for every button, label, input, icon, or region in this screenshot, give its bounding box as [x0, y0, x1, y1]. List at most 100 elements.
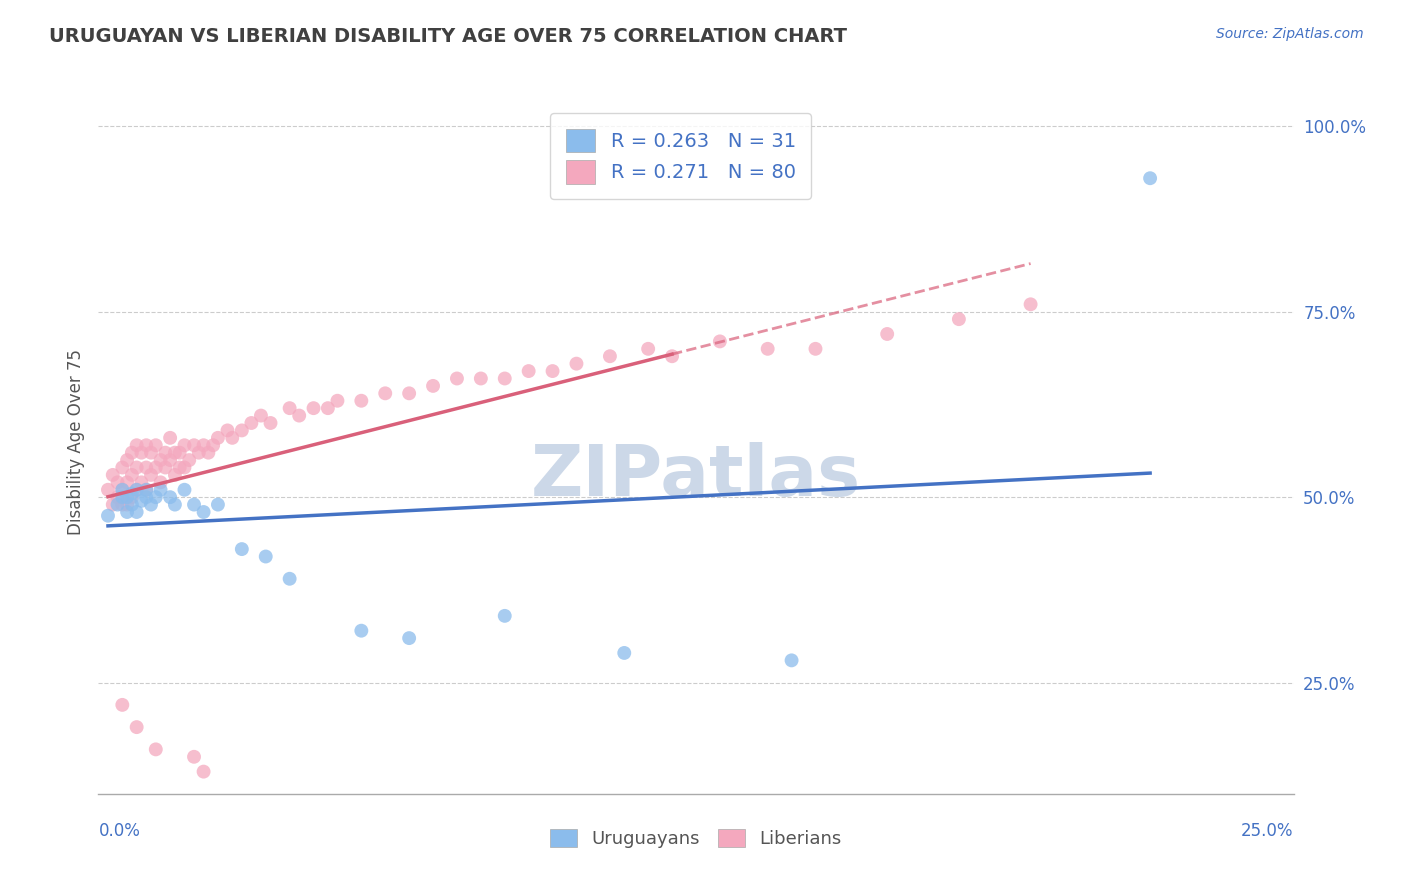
Point: [111, 490, 134, 504]
Point: [217, 424, 239, 438]
Point: [131, 445, 153, 459]
Point: [115, 505, 138, 519]
Point: [470, 371, 492, 385]
Point: [231, 542, 253, 557]
Point: [135, 483, 157, 497]
Point: [135, 483, 157, 497]
Point: [173, 438, 195, 452]
Point: [131, 475, 153, 490]
Point: [661, 349, 683, 363]
Point: [111, 460, 134, 475]
Point: [302, 401, 325, 416]
Point: [111, 483, 134, 497]
Point: [149, 453, 172, 467]
Point: [613, 646, 636, 660]
Point: [565, 357, 588, 371]
Point: [374, 386, 396, 401]
Point: [163, 467, 186, 482]
Point: [183, 498, 205, 512]
Point: [139, 498, 162, 512]
Point: [709, 334, 731, 349]
Point: [1019, 297, 1042, 311]
Point: [149, 483, 172, 497]
Point: [131, 494, 153, 508]
Point: [231, 424, 253, 438]
Point: [155, 445, 177, 459]
Point: [398, 386, 420, 401]
Point: [804, 342, 827, 356]
Point: [145, 438, 167, 452]
Point: [183, 438, 205, 452]
Point: [207, 431, 229, 445]
Point: [101, 467, 124, 482]
Point: [250, 409, 273, 423]
Point: [159, 431, 181, 445]
Point: [145, 490, 167, 504]
Point: [125, 483, 148, 497]
Y-axis label: Disability Age Over 75: Disability Age Over 75: [66, 349, 84, 534]
Point: [121, 445, 143, 459]
Text: URUGUAYAN VS LIBERIAN DISABILITY AGE OVER 75 CORRELATION CHART: URUGUAYAN VS LIBERIAN DISABILITY AGE OVE…: [49, 27, 848, 45]
Point: [107, 498, 129, 512]
Point: [121, 467, 143, 482]
Point: [111, 483, 134, 497]
Point: [97, 508, 120, 523]
Point: [155, 460, 177, 475]
Point: [125, 505, 148, 519]
Point: [254, 549, 277, 564]
Point: [240, 416, 263, 430]
Point: [115, 498, 138, 512]
Text: ZIPatlas: ZIPatlas: [531, 442, 860, 511]
Point: [139, 445, 162, 459]
Point: [494, 608, 516, 623]
Point: [780, 653, 803, 667]
Point: [125, 483, 148, 497]
Point: [179, 453, 201, 467]
Point: [350, 393, 373, 408]
Point: [193, 505, 215, 519]
Point: [517, 364, 540, 378]
Point: [121, 498, 143, 512]
Point: [259, 416, 281, 430]
Point: [135, 438, 157, 452]
Point: [125, 720, 148, 734]
Text: Source: ZipAtlas.com: Source: ZipAtlas.com: [1216, 27, 1364, 41]
Point: [197, 445, 219, 459]
Point: [446, 371, 468, 385]
Point: [494, 371, 516, 385]
Point: [115, 453, 138, 467]
Point: [163, 498, 186, 512]
Point: [169, 460, 191, 475]
Point: [948, 312, 970, 326]
Point: [121, 490, 143, 504]
Point: [115, 490, 138, 504]
Point: [637, 342, 659, 356]
Legend: Uruguayans, Liberians: Uruguayans, Liberians: [543, 822, 849, 855]
Point: [111, 498, 134, 512]
Point: [159, 453, 181, 467]
Point: [163, 445, 186, 459]
Text: 25.0%: 25.0%: [1241, 822, 1294, 840]
Point: [135, 490, 157, 504]
Point: [288, 409, 311, 423]
Point: [125, 460, 148, 475]
Point: [135, 460, 157, 475]
Point: [278, 572, 301, 586]
Point: [193, 764, 215, 779]
Point: [139, 467, 162, 482]
Point: [101, 498, 124, 512]
Point: [278, 401, 301, 416]
Point: [202, 438, 225, 452]
Point: [107, 475, 129, 490]
Point: [541, 364, 564, 378]
Point: [111, 698, 134, 712]
Point: [121, 486, 143, 500]
Point: [1139, 171, 1161, 186]
Text: 0.0%: 0.0%: [98, 822, 141, 840]
Point: [183, 749, 205, 764]
Point: [207, 498, 229, 512]
Point: [221, 431, 243, 445]
Point: [173, 460, 195, 475]
Point: [193, 438, 215, 452]
Point: [145, 460, 167, 475]
